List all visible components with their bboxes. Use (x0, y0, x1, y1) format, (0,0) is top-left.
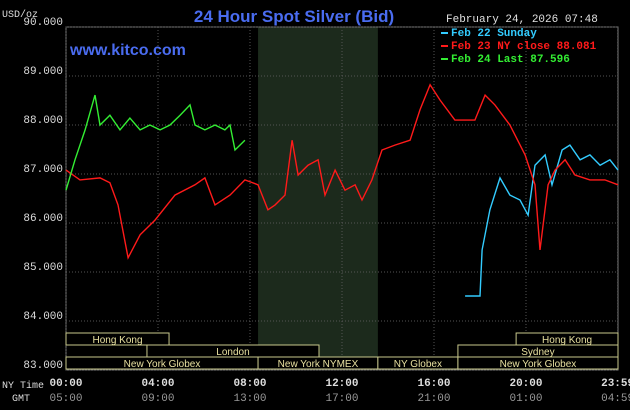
legend-entry: Feb 24 Last 87.596 (451, 54, 570, 66)
x-tick-label: 08:00 (233, 378, 266, 390)
x-gmt-label: 05:00 (49, 393, 82, 405)
x-gmt-label: 13:00 (233, 393, 266, 405)
session-label: Hong Kong (92, 335, 142, 346)
session-label: NY Globex (394, 359, 442, 370)
session-box (65, 332, 170, 346)
x-gmt-label: 17:00 (325, 393, 358, 405)
session-label: London (216, 347, 249, 358)
series-line (65, 94, 246, 191)
x-gmt-label: 04:59 (601, 393, 630, 405)
timestamp: February 24, 2026 07:48 (446, 14, 598, 26)
x-row-label: NY Time (2, 380, 44, 392)
y-tick-label: 83.000 (23, 360, 63, 372)
legend-entry: Feb 22 Sunday (451, 28, 537, 40)
y-tick-label: 89.000 (23, 66, 63, 78)
y-tick-label: 88.000 (23, 115, 63, 127)
watermark: www.kitco.com (69, 42, 186, 59)
x-tick-label: 04:00 (141, 378, 174, 390)
x-tick-label: 20:00 (509, 378, 542, 390)
x-tick-label: 00:00 (49, 378, 82, 390)
x-gmt-label: 01:00 (509, 393, 542, 405)
x-gmt-label: 21:00 (417, 393, 450, 405)
y-tick-label: 87.000 (23, 164, 63, 176)
session-label: Sydney (521, 347, 554, 358)
session-label: New York Globex (124, 359, 201, 370)
series-line (65, 83, 619, 260)
session-shade (258, 27, 378, 370)
y-tick-label: 84.000 (23, 311, 63, 323)
session-label: New York NYMEX (278, 359, 359, 370)
x-tick-label: 12:00 (325, 378, 358, 390)
unit-label: USD/oz (2, 9, 38, 21)
y-tick-label: 85.000 (23, 262, 63, 274)
session-label: Hong Kong (542, 335, 592, 346)
chart-title: 24 Hour Spot Silver (Bid) (194, 7, 394, 26)
y-tick-label: 90.000 (23, 17, 63, 29)
y-tick-label: 86.000 (23, 213, 63, 225)
session-box (457, 356, 619, 370)
series-line (465, 144, 619, 297)
x-tick-label: 23:59 (601, 378, 630, 390)
x-gmt-label: 09:00 (141, 393, 174, 405)
session-label: New York Globex (500, 359, 577, 370)
x-tick-label: 16:00 (417, 378, 450, 390)
legend-entry: Feb 23 NY close 88.081 (451, 41, 597, 53)
x-row-label: GMT (12, 394, 30, 405)
